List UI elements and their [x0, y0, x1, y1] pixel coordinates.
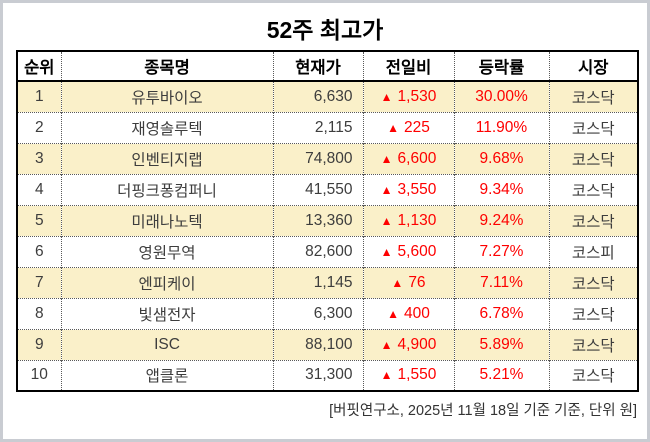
rate-cell: 11.90% — [454, 111, 550, 143]
change-cell: ▲ 4,900 — [363, 328, 455, 360]
stock-table: 순위 종목명 현재가 전일비 등락률 시장 1 유투바이오 6,630 ▲ 1,530 3… — [16, 50, 639, 392]
table-row: 3 인벤티지랩 74,800 ▲ 6,600 9.68% 코스닥 — [17, 142, 638, 174]
stock-name-cell: 빛샘전자 — [61, 297, 274, 329]
table-body: 1 유투바이오 6,630 ▲ 1,530 30.00% 코스닥 2 재영솔루텍 2,115 ▲ 22… — [17, 81, 638, 391]
rank-cell: 6 — [17, 235, 62, 267]
header-row: 순위 종목명 현재가 전일비 등락률 시장 — [17, 51, 638, 82]
table-row: 4 더핑크퐁컴퍼니 41,550 ▲ 3,550 9.34% 코스닥 — [17, 173, 638, 205]
rate-cell: 7.11% — [454, 266, 550, 298]
rank-cell: 2 — [17, 111, 62, 143]
rate-cell: 9.34% — [454, 173, 550, 205]
up-triangle-icon: ▲ — [380, 368, 393, 383]
stock-name-cell: ISC — [61, 328, 274, 360]
stock-name-cell: 미래나노텍 — [61, 204, 274, 236]
up-triangle-icon: ▲ — [380, 182, 393, 197]
change-cell: ▲ 1,130 — [363, 204, 455, 236]
col-header-rate: 등락률 — [454, 51, 550, 82]
price-cell: 2,115 — [273, 111, 364, 143]
market-cell: 코스피 — [549, 235, 638, 267]
up-triangle-icon: ▲ — [380, 151, 393, 166]
rank-cell: 3 — [17, 142, 62, 174]
market-cell: 코스닥 — [549, 81, 638, 112]
col-header-name: 종목명 — [61, 51, 274, 82]
stock-name-cell: 재영솔루텍 — [61, 111, 274, 143]
col-header-market: 시장 — [549, 51, 638, 82]
up-triangle-icon: ▲ — [387, 306, 399, 321]
table-row: 1 유투바이오 6,630 ▲ 1,530 30.00% 코스닥 — [17, 81, 638, 112]
table-row: 5 미래나노텍 13,360 ▲ 1,130 9.24% 코스닥 — [17, 204, 638, 236]
change-cell: ▲ 1,530 — [363, 81, 455, 112]
rate-cell: 9.68% — [454, 142, 550, 174]
rank-cell: 7 — [17, 266, 62, 298]
stock-name-cell: 영원무역 — [61, 235, 274, 267]
change-cell: ▲ 1,550 — [363, 359, 455, 391]
table-row: 6 영원무역 82,600 ▲ 5,600 7.27% 코스피 — [17, 235, 638, 267]
change-cell: ▲ 400 — [363, 297, 455, 329]
rank-cell: 4 — [17, 173, 62, 205]
table-row: 10 앱클론 31,300 ▲ 1,550 5.21% 코스닥 — [17, 359, 638, 391]
change-cell: ▲ 3,550 — [363, 173, 455, 205]
price-cell: 82,600 — [273, 235, 364, 267]
table-row: 9 ISC 88,100 ▲ 4,900 5.89% 코스닥 — [17, 328, 638, 360]
rank-cell: 10 — [17, 359, 62, 391]
stock-name-cell: 엔피케이 — [61, 266, 274, 298]
stock-name-cell: 유투바이오 — [61, 81, 274, 112]
price-cell: 74,800 — [273, 142, 364, 174]
price-cell: 1,145 — [273, 266, 364, 298]
price-cell: 41,550 — [273, 173, 364, 205]
up-triangle-icon: ▲ — [380, 213, 393, 228]
table-header: 순위 종목명 현재가 전일비 등락률 시장 — [17, 51, 638, 82]
col-header-change: 전일비 — [363, 51, 455, 82]
page-title: 52주 최고가 — [266, 17, 384, 43]
market-cell: 코스닥 — [549, 204, 638, 236]
market-cell: 코스닥 — [549, 173, 638, 205]
col-header-price: 현재가 — [273, 51, 364, 82]
market-cell: 코스닥 — [549, 359, 638, 391]
table-row: 2 재영솔루텍 2,115 ▲ 225 11.90% 코스닥 — [17, 111, 638, 143]
change-cell: ▲ 76 — [363, 266, 455, 298]
market-cell: 코스닥 — [549, 111, 638, 143]
rate-cell: 7.27% — [454, 235, 550, 267]
rank-cell: 8 — [17, 297, 62, 329]
stock-name-cell: 더핑크퐁컴퍼니 — [61, 173, 274, 205]
source-note: [버핏연구소, 2025년 11월 18일 기준 기준, 단위 원] — [329, 403, 637, 419]
rate-cell: 5.89% — [454, 328, 550, 360]
price-cell: 88,100 — [273, 328, 364, 360]
table-row: 8 빛샘전자 6,300 ▲ 400 6.78% 코스닥 — [17, 297, 638, 329]
rate-cell: 6.78% — [454, 297, 550, 329]
up-triangle-icon: ▲ — [380, 89, 393, 104]
rank-cell: 9 — [17, 328, 62, 360]
col-header-rank: 순위 — [17, 51, 62, 82]
rate-cell: 5.21% — [454, 359, 550, 391]
price-cell: 13,360 — [273, 204, 364, 236]
change-cell: ▲ 5,600 — [363, 235, 455, 267]
up-triangle-icon: ▲ — [380, 244, 393, 259]
market-cell: 코스닥 — [549, 328, 638, 360]
rank-cell: 5 — [17, 204, 62, 236]
stock-name-cell: 앱클론 — [61, 359, 274, 391]
market-cell: 코스닥 — [549, 266, 638, 298]
stock-name-cell: 인벤티지랩 — [61, 142, 274, 174]
up-triangle-icon: ▲ — [391, 275, 404, 290]
up-triangle-icon: ▲ — [387, 120, 399, 135]
price-cell: 6,630 — [273, 81, 364, 112]
rate-cell: 30.00% — [454, 81, 550, 112]
rate-cell: 9.24% — [454, 204, 550, 236]
price-cell: 6,300 — [273, 297, 364, 329]
table-row: 7 엔피케이 1,145 ▲ 76 7.11% 코스닥 — [17, 266, 638, 298]
up-triangle-icon: ▲ — [380, 337, 393, 352]
market-cell: 코스닥 — [549, 142, 638, 174]
market-cell: 코스닥 — [549, 297, 638, 329]
price-cell: 31,300 — [273, 359, 364, 391]
change-cell: ▲ 6,600 — [363, 142, 455, 174]
change-cell: ▲ 225 — [363, 111, 455, 143]
rank-cell: 1 — [17, 81, 62, 112]
